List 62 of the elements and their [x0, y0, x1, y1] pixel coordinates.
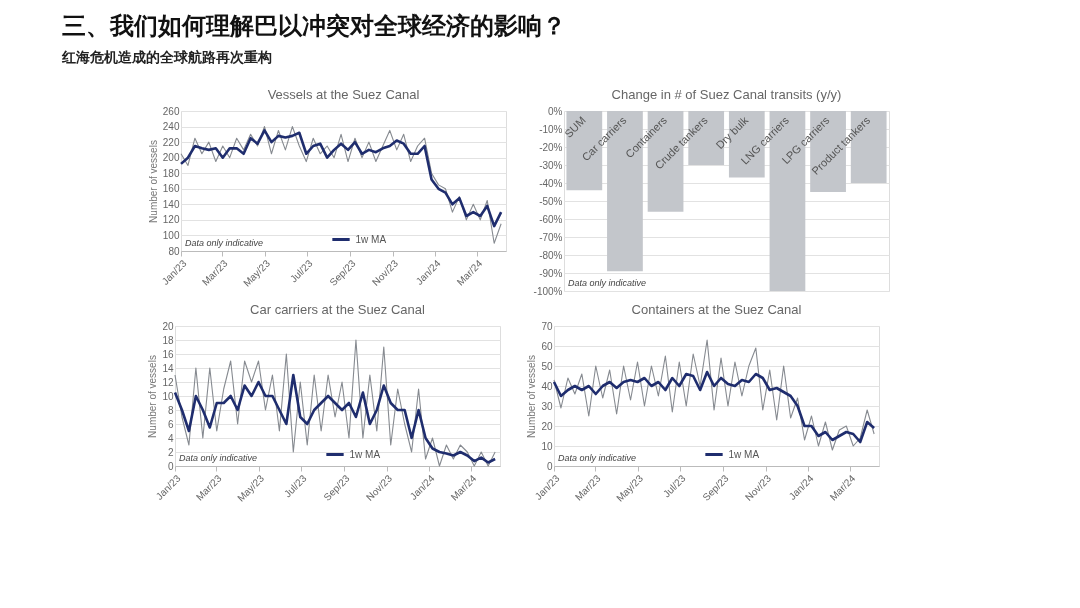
x-tick-label: Dry bulk: [713, 113, 751, 152]
y-axis-title: Number of vessels: [526, 355, 538, 438]
y-tick-label: 80: [168, 245, 180, 257]
annotation: Data only indicative: [558, 453, 637, 463]
y-tick-label: 160: [162, 183, 180, 195]
y-tick-label: 6: [167, 418, 174, 430]
y-tick-label: 0: [546, 460, 553, 472]
y-tick-label: -100%: [533, 285, 563, 297]
line-series: [173, 373, 497, 464]
legend-label: 1w MA: [728, 448, 760, 460]
text: 三、我们如何理解巴以冲突对全球经济的影响？: [62, 11, 566, 39]
y-tick-label: 140: [162, 198, 180, 210]
y-tick-label: 8: [167, 404, 174, 416]
y-tick-label: -40%: [539, 177, 563, 189]
y-tick-label: 0: [167, 460, 174, 472]
y-tick-label: 200: [162, 152, 180, 164]
y-tick-label: 260: [162, 105, 180, 117]
y-tick-label: 16: [162, 348, 174, 360]
y-tick-label: -10%: [539, 123, 563, 135]
y-tick-label: 30: [541, 400, 553, 412]
y-axis-title: Number of vessels: [147, 140, 159, 223]
annotation: Data only indicative: [179, 453, 258, 463]
annotation: Data only indicative: [185, 238, 264, 248]
y-tick-label: 10: [541, 440, 553, 452]
y-tick-label: 240: [162, 121, 180, 133]
chart-title: Vessels at the Suez Canal: [267, 87, 420, 102]
y-tick-label: -20%: [539, 141, 563, 153]
legend-label: 1w MA: [349, 448, 381, 460]
line-series: [179, 129, 503, 228]
y-tick-label: 2: [167, 446, 174, 458]
y-tick-label: -50%: [539, 195, 563, 207]
y-tick-label: 180: [162, 167, 180, 179]
y-tick-label: 220: [162, 136, 180, 148]
legend-label: 1w MA: [355, 233, 387, 245]
chart-title: Containers at the Suez Canal: [631, 302, 802, 317]
line-series: [174, 339, 496, 467]
y-tick-label: 50: [541, 360, 553, 372]
annotation: Data only indicative: [568, 278, 647, 288]
line-series: [553, 339, 875, 451]
y-tick-label: 70: [541, 320, 553, 332]
y-tick-label: 18: [162, 334, 174, 346]
y-tick-label: 20: [162, 320, 174, 332]
y-tick-label: 0%: [548, 105, 563, 117]
chart-title: Change in # of Suez Canal transits (y/y): [611, 87, 842, 102]
y-tick-label: 20: [541, 420, 553, 432]
chart-title: Car carriers at the Suez Canal: [250, 302, 426, 317]
y-tick-label: 60: [541, 340, 553, 352]
y-tick-label: 100: [162, 229, 180, 241]
y-tick-label: -90%: [539, 267, 563, 279]
y-tick-label: 14: [162, 362, 174, 374]
y-tick-label: -30%: [539, 159, 563, 171]
y-tick-label: -60%: [539, 213, 563, 225]
text: 红海危机造成的全球航路再次重构: [61, 48, 272, 65]
y-tick-label: -80%: [539, 249, 563, 261]
line-series: [552, 370, 876, 444]
y-tick-label: 40: [541, 380, 553, 392]
y-tick-label: 10: [162, 390, 174, 402]
y-axis-title: Number of vessels: [147, 355, 159, 438]
y-tick-label: 12: [162, 376, 174, 388]
y-tick-label: 4: [167, 432, 174, 444]
y-tick-label: -70%: [539, 231, 563, 243]
y-tick-label: 120: [162, 214, 180, 226]
